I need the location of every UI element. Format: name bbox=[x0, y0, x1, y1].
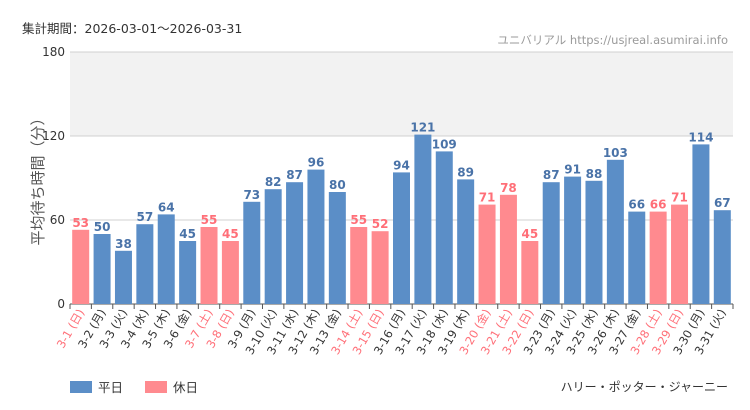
bar bbox=[371, 231, 389, 304]
data-label: 50 bbox=[94, 220, 111, 234]
attraction-name: ハリー・ポッター・ジャーニー bbox=[560, 380, 728, 394]
bar bbox=[606, 159, 624, 304]
data-label: 38 bbox=[115, 237, 132, 251]
data-label: 45 bbox=[521, 227, 538, 241]
bar bbox=[72, 229, 90, 304]
legend-weekday: 平日 bbox=[70, 377, 123, 396]
y-tick-label: 60 bbox=[50, 213, 65, 227]
bar bbox=[457, 179, 475, 304]
bar bbox=[136, 224, 154, 304]
y-axis-label: 平均待ち時間（分） bbox=[29, 110, 47, 245]
data-label: 45 bbox=[222, 227, 239, 241]
data-label: 80 bbox=[329, 178, 346, 192]
data-label: 103 bbox=[603, 146, 628, 160]
legend-holiday-swatch bbox=[145, 380, 168, 393]
bar bbox=[713, 210, 731, 304]
data-label: 66 bbox=[628, 198, 645, 212]
data-label: 88 bbox=[586, 167, 603, 181]
bar bbox=[307, 169, 325, 304]
bar bbox=[93, 234, 111, 304]
bar bbox=[157, 214, 175, 304]
data-label: 71 bbox=[671, 191, 688, 205]
data-label: 121 bbox=[410, 121, 435, 135]
upper-band bbox=[70, 52, 733, 136]
bar bbox=[264, 189, 282, 304]
bar bbox=[243, 201, 261, 304]
legend-holiday: 休日 bbox=[145, 377, 198, 396]
data-label: 55 bbox=[201, 213, 218, 227]
data-label: 73 bbox=[243, 188, 260, 202]
data-label: 71 bbox=[479, 191, 496, 205]
data-label: 64 bbox=[158, 200, 175, 214]
legend-weekday-label: 平日 bbox=[98, 380, 124, 395]
bar bbox=[350, 227, 368, 304]
y-tick-label: 0 bbox=[57, 297, 65, 311]
bar bbox=[692, 144, 710, 304]
legend-holiday-label: 休日 bbox=[173, 380, 199, 395]
data-label: 91 bbox=[564, 163, 581, 177]
data-label: 53 bbox=[72, 216, 89, 230]
data-label: 78 bbox=[500, 181, 517, 195]
data-label: 87 bbox=[286, 168, 303, 182]
bar bbox=[435, 151, 453, 304]
y-tick-label: 180 bbox=[42, 45, 65, 59]
bar bbox=[671, 204, 689, 304]
data-label: 94 bbox=[393, 158, 410, 172]
bar bbox=[414, 134, 432, 304]
bar bbox=[521, 241, 539, 304]
legend-weekday-swatch bbox=[70, 380, 92, 393]
data-label: 52 bbox=[372, 217, 389, 231]
bar bbox=[564, 176, 582, 304]
bar bbox=[114, 250, 132, 304]
data-label: 82 bbox=[265, 175, 282, 189]
data-label: 55 bbox=[350, 213, 367, 227]
data-label: 96 bbox=[308, 156, 325, 170]
bar bbox=[649, 211, 667, 304]
bar bbox=[478, 204, 496, 304]
period-label: 集計期間：2026-03-01〜2026-03-31 bbox=[22, 21, 243, 36]
data-label: 57 bbox=[137, 210, 154, 224]
data-label: 89 bbox=[457, 165, 474, 179]
legend: 平日 休日 bbox=[70, 377, 198, 396]
bar bbox=[499, 194, 517, 304]
bar bbox=[628, 211, 646, 304]
bar bbox=[542, 182, 560, 304]
site-brand: ユニバリアル https://usjreal.asumirai.info bbox=[497, 33, 728, 47]
y-tick-label: 120 bbox=[42, 129, 65, 143]
data-label: 114 bbox=[688, 130, 713, 144]
bar bbox=[221, 241, 239, 304]
data-label: 45 bbox=[179, 227, 196, 241]
bar bbox=[200, 227, 218, 304]
bar bbox=[286, 182, 304, 304]
data-label: 66 bbox=[650, 198, 667, 212]
bar bbox=[328, 192, 346, 304]
bar bbox=[585, 180, 603, 304]
bar bbox=[179, 241, 197, 304]
bar bbox=[393, 172, 410, 304]
data-label: 87 bbox=[543, 168, 560, 182]
data-label: 67 bbox=[714, 196, 731, 210]
data-label: 109 bbox=[432, 137, 457, 151]
